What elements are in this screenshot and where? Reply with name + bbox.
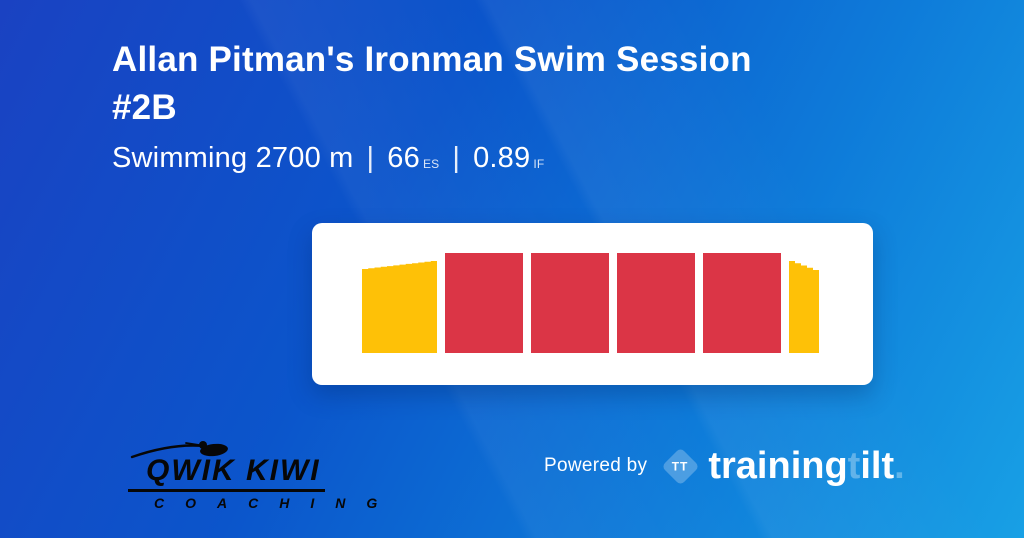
session-title-line-2: #2B (112, 88, 177, 127)
coach-logo-name: QWIK KIWI (128, 441, 325, 492)
chart-segment-main-interval-2 (531, 253, 609, 353)
session-title: Allan Pitman's Ironman Swim Session #2B (112, 36, 942, 132)
kiwi-bird-icon (130, 441, 228, 459)
chart-segment-main-interval-4 (703, 253, 781, 353)
trainingtilt-diamond-text: TT (672, 458, 690, 473)
session-stats: Swimming 2700 m | 66 ES | 0.89 IF (112, 142, 942, 175)
wordmark-part: training (708, 445, 848, 487)
separator-bar: | (452, 142, 461, 174)
session-title-line-1: Allan Pitman's Ironman Swim Session (112, 40, 752, 79)
wordmark-ghost-part: . (894, 445, 905, 487)
trainingtilt-diamond-icon: TT (661, 446, 700, 486)
coach-logo: QWIK KIWI COACHING (128, 441, 398, 511)
effort-score-stat: 66 ES (387, 142, 439, 175)
intensity-factor-unit: IF (533, 157, 545, 171)
header: Allan Pitman's Ironman Swim Session #2B … (112, 36, 942, 175)
effort-score-value: 66 (387, 142, 420, 174)
trainingtilt-wordmark: trainingtilt. (708, 447, 904, 485)
activity-distance: Swimming 2700 m (112, 142, 354, 174)
chart-segment-warm-up-ramp (362, 261, 437, 353)
chart-segment-cool-down-ramp (789, 261, 819, 353)
powered-by: Powered by TT trainingtilt. (544, 446, 905, 486)
chart-panel (312, 223, 873, 385)
powered-by-label: Powered by (544, 455, 648, 476)
intensity-factor-stat: 0.89 IF (473, 142, 544, 175)
wordmark-ghost-part: t (847, 445, 861, 487)
coach-logo-tagline: COACHING (154, 495, 399, 511)
wordmark-part: ilt (860, 445, 895, 487)
effort-score-unit: ES (422, 157, 440, 171)
workout-chart (362, 253, 819, 353)
intensity-factor-value: 0.89 (473, 142, 531, 174)
chart-segment-main-interval-3 (617, 253, 695, 353)
chart-segment-main-interval-1 (445, 253, 523, 353)
separator-bar: | (366, 142, 375, 174)
